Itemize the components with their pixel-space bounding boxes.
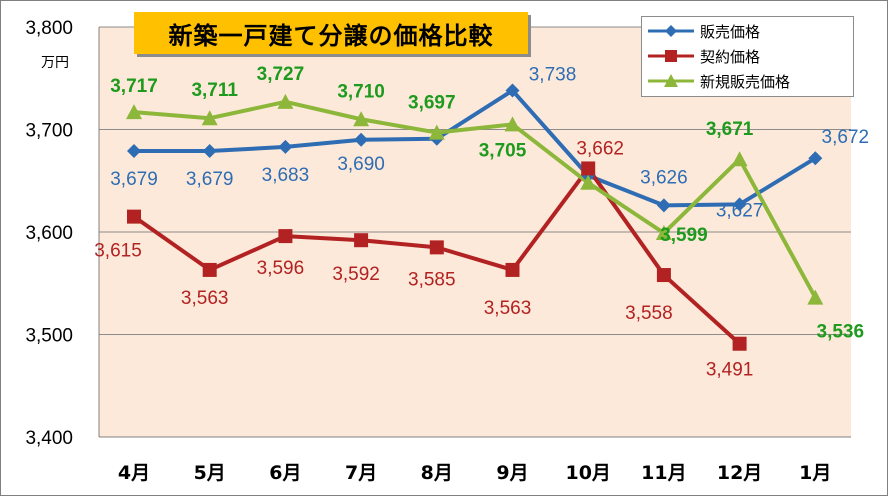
data-label: 3,599 [660,225,708,246]
x-tick-label: 4月 [118,462,150,484]
data-label: 3,717 [110,76,158,97]
square-marker [278,229,293,244]
diamond-marker [202,144,217,159]
data-label: 3,536 [817,322,865,343]
series-line [133,99,818,299]
legend: 販売価格 契約価格 新規販売価格 [641,16,854,97]
y-tick-labels: 3,400 3,500 3,600 3,700 3,800 [25,18,73,449]
square-marker [656,268,671,283]
data-label: 3,615 [94,241,142,262]
data-label: 3,626 [640,167,688,188]
data-label: 3,671 [706,119,754,140]
data-label: 3,727 [257,64,305,85]
triangle-marker [428,124,445,140]
legend-label: 販売価格 [700,22,761,41]
square-marker [732,336,747,351]
data-label: 3,627 [716,200,764,221]
diamond-marker [808,151,823,166]
data-label: 3,690 [337,154,385,175]
legend-item-sales: 販売価格 [648,19,760,43]
legend-item-contract: 契約価格 [648,44,760,68]
legend-item-new-sales: 新規販売価格 [648,69,790,93]
triangle-marker [126,104,142,120]
triangle-marker [201,110,218,126]
x-tick-label: 1月 [799,462,831,484]
data-label: 3,585 [408,269,456,290]
x-tick-label: 10月 [565,462,610,484]
data-label: 3,563 [484,298,532,319]
triangle-marker [504,116,521,132]
square-marker [202,262,217,277]
series-line [134,88,817,208]
data-label: 3,738 [529,65,577,86]
data-label: 3,662 [576,138,624,159]
diamond-marker [656,198,671,213]
triangle-marker [655,225,672,241]
triangle-marker [807,289,824,305]
legend-label: 契約価格 [700,47,761,66]
series-markers [126,83,824,351]
data-label: 3,491 [706,360,754,381]
x-tick-label: 6月 [269,462,301,484]
data-label: 3,596 [257,258,305,279]
y-tick-label: 3,800 [25,18,73,39]
x-tick-label: 12月 [717,462,762,484]
data-label: 3,558 [625,303,673,324]
x-tick-label: 8月 [421,462,453,484]
x-tick-label: 9月 [496,462,528,484]
x-tick-labels: 4月 5月 6月 7月 8月 9月 10月 11月 12月 1月 [118,462,832,484]
diamond-marker [354,132,369,147]
data-label: 3,683 [262,165,310,186]
triangle-marker [731,151,748,167]
legend-swatch-triangle [648,74,694,87]
data-labels: 3,679 3,679 3,683 3,690 3,738 3,626 3,627 3,672… [94,64,869,381]
y-tick-label: 3,600 [25,223,73,244]
diamond-marker [278,139,293,154]
data-label: 3,563 [181,288,229,309]
data-label: 3,697 [408,93,456,114]
triangle-marker [580,174,597,190]
square-marker [354,233,369,248]
chart-title-box: 新築一戸建て分譲の価格比較 [134,12,528,54]
x-tick-label: 7月 [345,462,377,484]
triangle-marker [353,111,370,127]
y-tick-label: 3,700 [25,121,73,142]
data-label: 3,679 [186,169,234,190]
square-marker [127,209,141,224]
data-label: 3,592 [332,264,380,285]
data-label: 3,705 [479,140,527,161]
x-tick-label: 5月 [194,462,226,484]
diamond-marker [732,197,747,212]
x-tick-label: 11月 [641,462,686,484]
square-marker [581,161,596,176]
chart-title: 新築一戸建て分譲の価格比較 [168,21,494,50]
legend-label: 新規販売価格 [700,72,791,91]
triangle-marker [277,93,294,109]
legend-swatch-diamond [648,25,694,37]
diamond-marker [127,144,141,159]
square-marker [429,240,444,255]
data-label: 3,710 [337,81,385,102]
data-label: 3,679 [110,169,158,190]
data-label: 3,711 [191,80,238,101]
diamond-marker [505,83,520,98]
data-label: 3,672 [822,127,870,148]
legend-swatch-square [648,50,694,62]
y-tick-label: 3,400 [25,428,73,449]
square-marker [505,262,520,277]
y-axis-unit-label: 万円 [41,55,69,71]
y-tick-label: 3,500 [25,326,73,347]
